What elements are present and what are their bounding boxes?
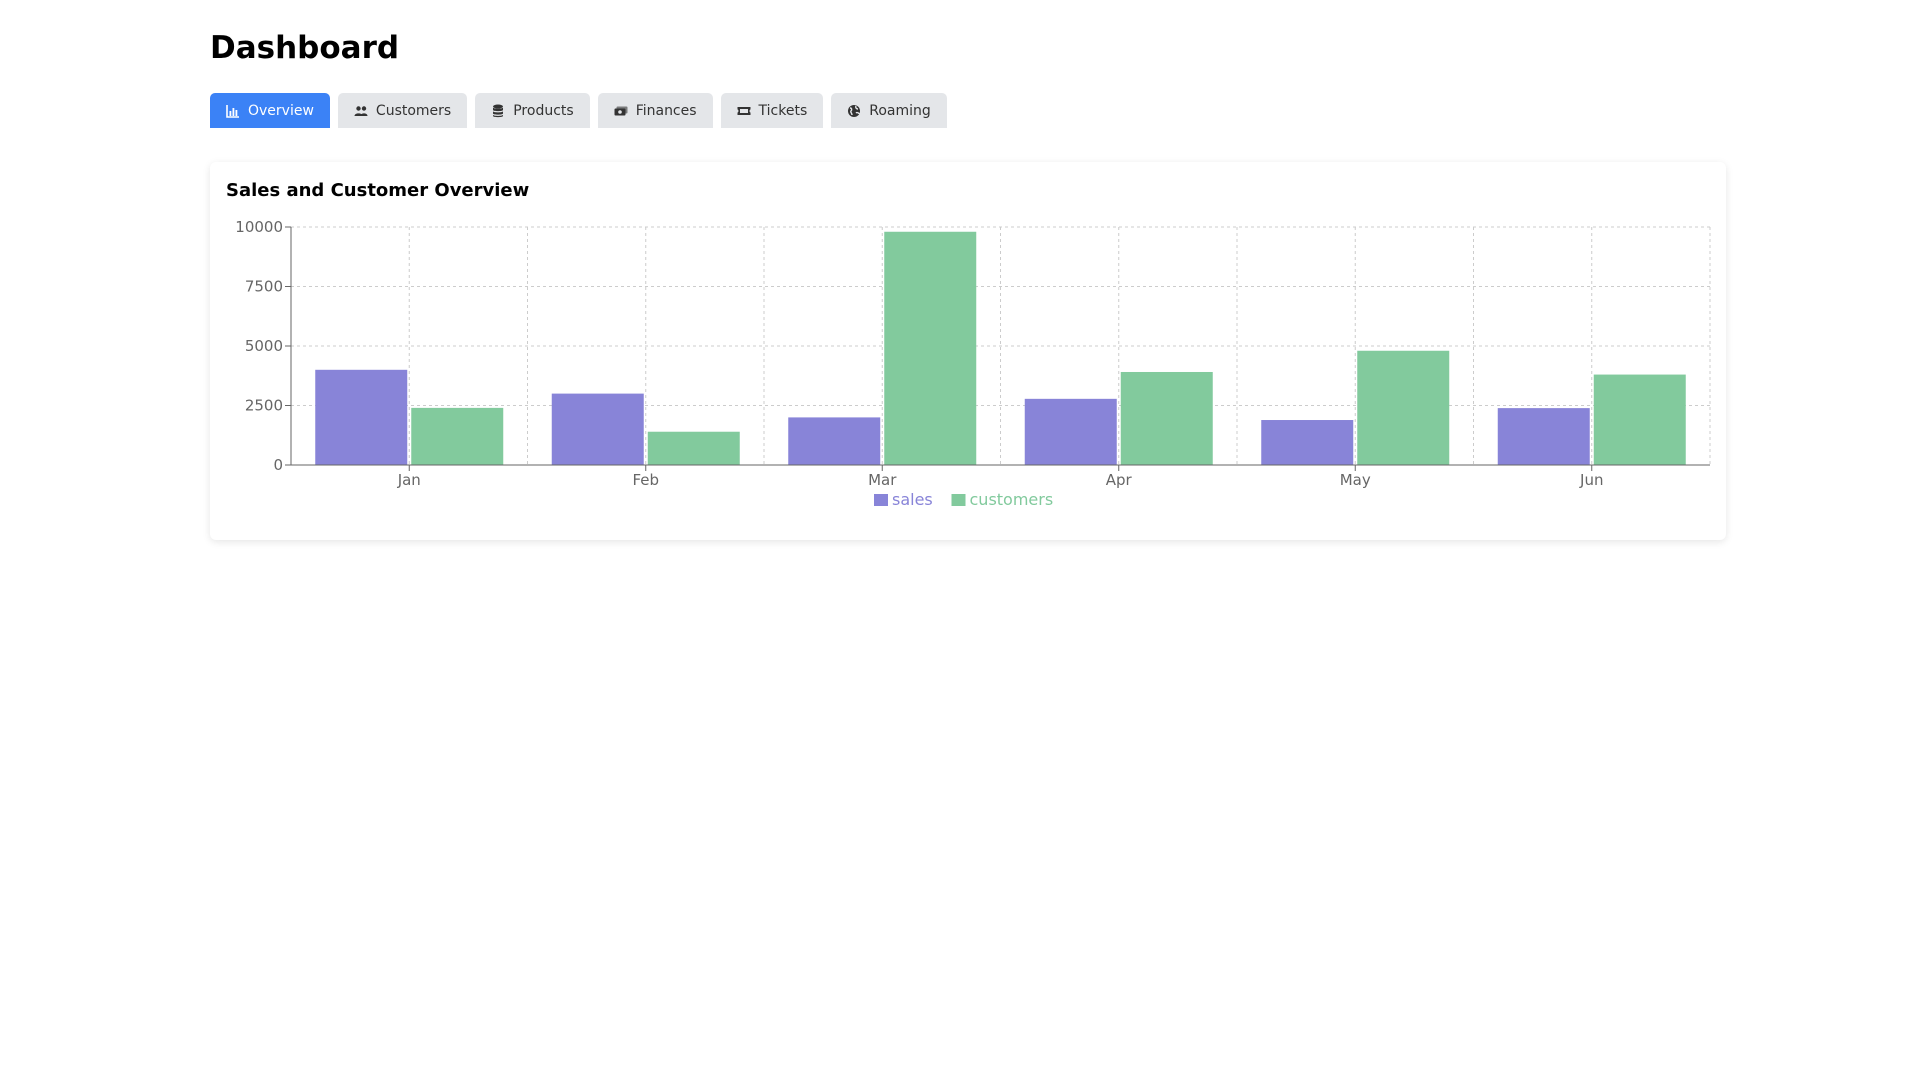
tab-customers[interactable]: Customers	[337, 93, 468, 128]
bar-sales	[788, 417, 881, 465]
card-title: Sales and Customer Overview	[226, 180, 530, 201]
y-tick-label: 7500	[245, 278, 283, 296]
bar-customers	[411, 407, 504, 465]
x-tick-label: Mar	[868, 471, 897, 489]
bar-chart-icon	[226, 104, 239, 118]
y-tick-label: 0	[273, 456, 283, 474]
y-tick-label: 10000	[235, 218, 283, 236]
tab-label: Finances	[635, 102, 697, 119]
bar-customers	[647, 431, 740, 465]
bar-sales	[1497, 408, 1590, 465]
tab-roaming[interactable]: Roaming	[831, 93, 947, 128]
legend-label-customers: customers	[970, 490, 1054, 509]
legend-swatch-customers	[951, 494, 966, 506]
x-tick-label: Feb	[632, 471, 659, 489]
ticket-icon	[737, 106, 751, 115]
legend-label-sales: sales	[892, 490, 933, 509]
tab-label: Overview	[248, 102, 314, 119]
tab-finances[interactable]: Finances	[597, 93, 713, 128]
tab-overview[interactable]: Overview	[210, 93, 330, 128]
bar-sales	[1024, 398, 1117, 465]
y-tick-label: 5000	[245, 337, 283, 355]
tab-label: Customers	[375, 102, 452, 119]
tab-label: Tickets	[758, 102, 808, 119]
sales-customer-card: Sales and Customer Overview 0 2500 5000 750…	[210, 162, 1726, 540]
tab-tickets[interactable]: Tickets	[720, 93, 824, 128]
tab-label: Products	[513, 102, 574, 119]
bar-customers	[884, 231, 977, 465]
bar-sales	[551, 393, 644, 465]
x-tick-label: Jun	[1579, 471, 1603, 489]
bar-customers	[1593, 374, 1686, 465]
bar-customers	[1120, 371, 1213, 465]
legend-swatch-sales	[874, 494, 888, 506]
tab-products[interactable]: Products	[475, 93, 590, 128]
bar-sales	[315, 369, 408, 465]
bar-sales	[1261, 420, 1354, 465]
page-title: Dashboard	[210, 30, 400, 66]
database-icon	[493, 104, 504, 117]
globe-icon	[848, 104, 861, 117]
tab-bar: Overview Customers Products	[210, 93, 947, 128]
tab-label: Roaming	[869, 102, 931, 119]
users-icon	[354, 105, 368, 116]
x-tick-label: May	[1340, 471, 1371, 489]
x-tick-label: Jan	[397, 471, 421, 489]
bar-chart: 0 2500 5000 7500 10000 Jan Feb Mar Apr May Jun sale…	[235, 218, 1711, 509]
bar-customers	[1357, 350, 1450, 465]
money-icon	[614, 106, 628, 115]
x-tick-label: Apr	[1106, 471, 1133, 489]
y-tick-label: 2500	[245, 397, 283, 415]
